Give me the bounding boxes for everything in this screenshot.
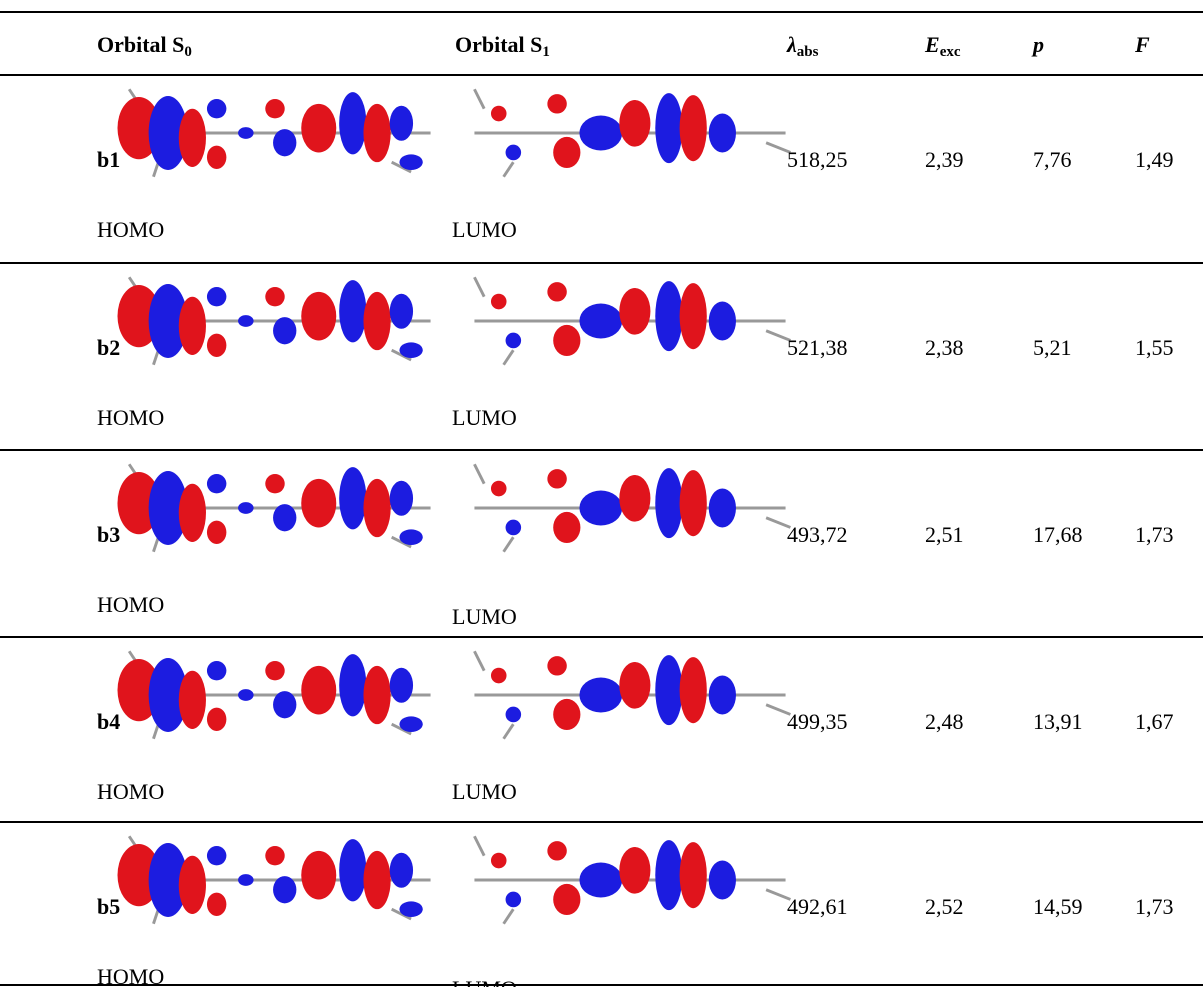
column-header: Orbital S1 — [455, 32, 550, 60]
column-header: F — [1135, 32, 1150, 58]
header-text: λ — [787, 32, 797, 57]
column-header: p — [1033, 32, 1044, 58]
orbital-image — [472, 834, 792, 926]
row-label: b2 — [97, 335, 121, 360]
header-text: Orbital S — [455, 32, 543, 57]
row-label: b3 — [97, 522, 121, 547]
cell-value: 1,73 — [1135, 522, 1174, 547]
cell-value: 2,39 — [925, 147, 964, 172]
cell-value: 13,91 — [1033, 709, 1083, 734]
header-text: F — [1135, 32, 1150, 57]
header-subscript: exc — [939, 44, 961, 60]
cell-value: 2,48 — [925, 709, 964, 734]
orbital-label: HOMO — [97, 779, 165, 804]
orbital-label: LUMO — [452, 779, 517, 804]
header-subscript: abs — [796, 44, 819, 60]
header-subscript: 1 — [542, 44, 550, 60]
header-rule — [0, 74, 1203, 76]
orbital-label: LUMO — [452, 604, 517, 629]
cell-value: 493,72 — [787, 522, 848, 547]
cell-value: 5,21 — [1033, 335, 1072, 360]
orbital-image — [116, 462, 433, 554]
cell-value: 2,51 — [925, 522, 964, 547]
row-rule — [0, 821, 1203, 823]
orbital-image — [116, 834, 433, 926]
orbital-label: HOMO — [97, 217, 165, 242]
cell-value: 521,38 — [787, 335, 848, 360]
header-subscript: 0 — [184, 44, 192, 60]
header-text: E — [925, 32, 940, 57]
cell-value: 17,68 — [1033, 522, 1083, 547]
orbital-label: LUMO — [452, 976, 517, 987]
column-header: λabs — [787, 32, 819, 60]
cell-value: 14,59 — [1033, 894, 1083, 919]
cell-value: 1,73 — [1135, 894, 1174, 919]
orbital-image — [472, 275, 792, 367]
cell-value: 1,55 — [1135, 335, 1174, 360]
orbital-label: LUMO — [452, 217, 517, 242]
orbital-image — [116, 275, 433, 367]
row-rule — [0, 262, 1203, 264]
orbital-image — [472, 649, 792, 741]
cell-value: 492,61 — [787, 894, 848, 919]
orbital-label: HOMO — [97, 405, 165, 430]
row-rule — [0, 636, 1203, 638]
cell-value: 1,49 — [1135, 147, 1174, 172]
orbital-label: HOMO — [97, 964, 165, 987]
header-text: p — [1033, 32, 1044, 57]
orbital-image — [472, 87, 792, 179]
orbital-label: LUMO — [452, 405, 517, 430]
bottom-rule — [0, 984, 1203, 986]
header-text: Orbital S — [97, 32, 185, 57]
orbital-image — [472, 462, 792, 554]
cell-value: 2,52 — [925, 894, 964, 919]
orbital-image — [116, 649, 433, 741]
cell-value: 2,38 — [925, 335, 964, 360]
column-header: Eexc — [925, 32, 961, 60]
cell-value: 1,67 — [1135, 709, 1174, 734]
row-label: b5 — [97, 894, 121, 919]
cell-value: 499,35 — [787, 709, 848, 734]
row-rule — [0, 449, 1203, 451]
orbital-label: HOMO — [97, 592, 165, 617]
cell-value: 7,76 — [1033, 147, 1072, 172]
row-label: b1 — [97, 147, 121, 172]
column-header: Orbital S0 — [97, 32, 192, 60]
cell-value: 518,25 — [787, 147, 848, 172]
top-rule — [0, 11, 1203, 13]
orbital-image — [116, 87, 433, 179]
row-label: b4 — [97, 709, 121, 734]
